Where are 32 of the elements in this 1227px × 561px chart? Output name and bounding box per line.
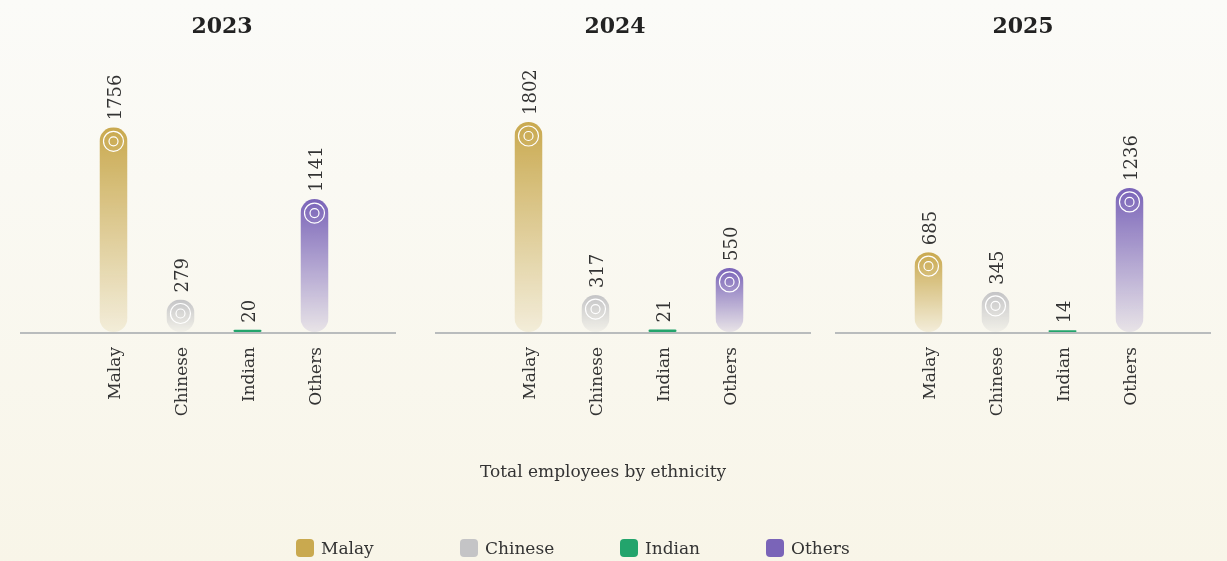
x-tick-label: Indian [652, 346, 673, 403]
data-label: 550 [719, 226, 741, 261]
data-label: 21 [652, 299, 674, 323]
data-label: 14 [1052, 300, 1074, 324]
chart-title: 2023 [191, 12, 253, 38]
x-axis-title: Total employees by ethnicity [479, 461, 727, 481]
data-label: 1802 [518, 69, 540, 115]
data-label: 20 [237, 299, 259, 323]
legend-label: Indian [645, 538, 701, 558]
x-tick-label: Others [304, 347, 325, 406]
legend-label: Chinese [485, 538, 555, 558]
x-tick-label: Indian [1052, 346, 1073, 403]
x-tick-label: Malay [103, 346, 124, 400]
x-tick-label: Chinese [170, 347, 191, 417]
x-tick-label: Malay [518, 346, 539, 400]
x-tick-label: Others [719, 347, 740, 406]
data-label: 1236 [1119, 135, 1141, 181]
legend-label: Malay [321, 538, 375, 558]
chart-title: 2024 [584, 12, 646, 38]
data-label: 345 [985, 250, 1007, 285]
data-label: 317 [585, 253, 607, 289]
x-tick-label: Chinese [985, 347, 1006, 417]
x-tick-label: Malay [918, 346, 939, 400]
data-label: 279 [170, 258, 192, 293]
chart-title: 2025 [992, 12, 1054, 38]
data-label: 1756 [103, 74, 125, 121]
data-label: 1141 [304, 146, 326, 193]
x-tick-label: Indian [237, 346, 258, 403]
x-tick-label: Others [1119, 347, 1140, 406]
x-tick-label: Chinese [585, 347, 606, 417]
legend-label: Others [791, 538, 850, 558]
data-label: 685 [918, 210, 940, 246]
